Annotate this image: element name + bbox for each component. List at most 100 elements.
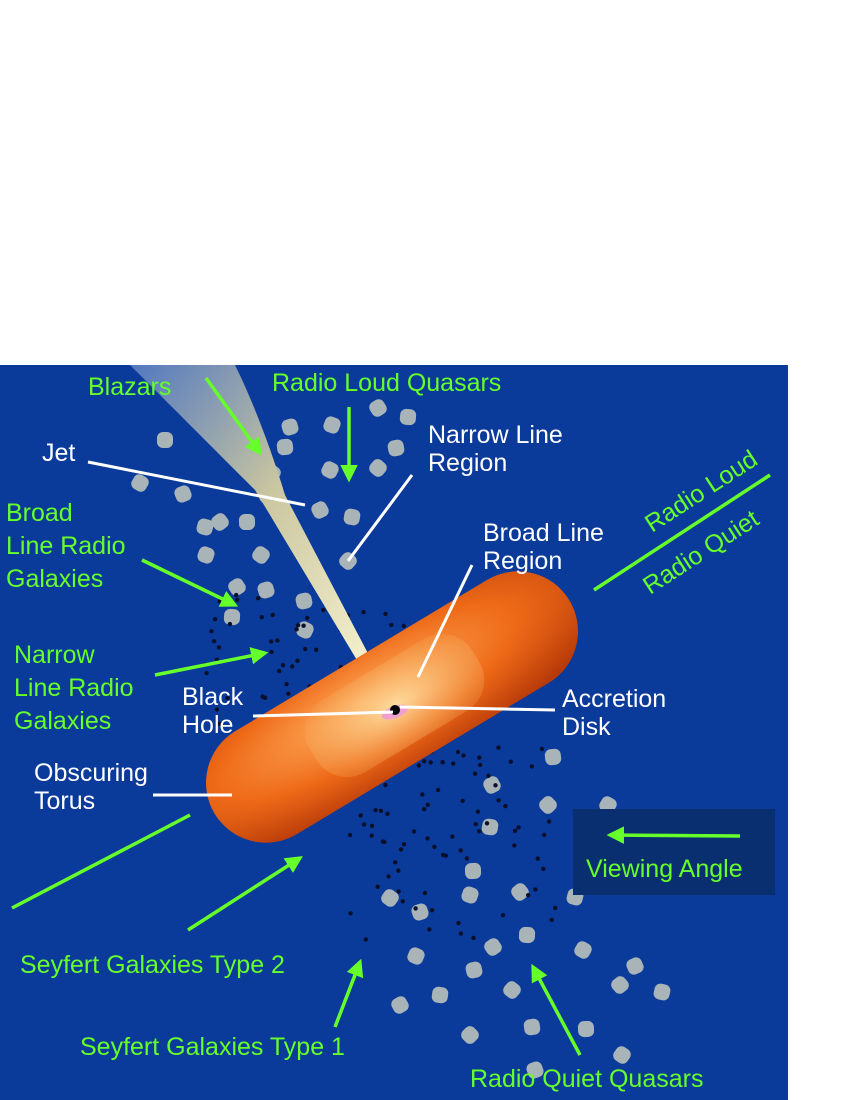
particle-dot: [464, 856, 470, 861]
gas-cloud: [523, 1018, 541, 1036]
particle-dot: [369, 823, 375, 829]
particle-dot: [314, 647, 319, 652]
black-hole-label-line-2: Hole: [182, 711, 233, 739]
black-hole-pointer: [252, 710, 394, 718]
gas-cloud: [174, 485, 192, 503]
particle-dot: [416, 763, 422, 768]
gas-cloud: [407, 947, 425, 965]
particle-dot: [225, 695, 230, 701]
particle-dot: [358, 813, 363, 818]
gas-cloud: [157, 432, 173, 448]
particle-dot: [378, 808, 384, 813]
particle-dot: [477, 762, 483, 768]
particle-dot: [458, 931, 464, 936]
particle-dot: [471, 935, 476, 941]
particle-dot: [512, 828, 518, 833]
particle-dot: [493, 783, 498, 788]
particle-dot: [214, 707, 220, 712]
radio-quiet-quasars-arrow: [531, 963, 582, 1056]
jet-label: Jet: [42, 439, 75, 467]
particle-dot: [512, 843, 517, 848]
particle-dot: [305, 615, 310, 621]
particle-dot: [451, 761, 456, 766]
particle-dot: [217, 721, 222, 726]
particle-dot: [277, 668, 282, 674]
particle-dot: [401, 623, 406, 629]
narrow-line-region-pointer: [346, 474, 414, 562]
gas-cloud: [626, 957, 644, 975]
blazars-arrow: [204, 376, 263, 456]
particle-dot: [361, 609, 366, 615]
particle-dot: [539, 746, 545, 752]
gas-cloud: [511, 883, 529, 901]
gas-cloud: [238, 513, 256, 531]
particle-dot: [553, 905, 558, 911]
particle-dot: [425, 802, 430, 807]
gas-cloud: [503, 981, 521, 999]
particle-dot: [389, 622, 394, 628]
particle-dot: [455, 749, 461, 755]
gas-cloud: [369, 399, 387, 417]
particle-dot: [216, 645, 222, 650]
gas-cloud: [539, 796, 557, 814]
particle-dot: [256, 596, 261, 601]
particle-dot: [383, 611, 388, 617]
gas-cloud: [276, 438, 294, 456]
gas-cloud: [223, 608, 241, 626]
narrow-line-region-label-line-2: Region: [428, 449, 507, 477]
particle-dot: [526, 893, 531, 898]
accretion-disk-pointer: [399, 705, 556, 712]
particle-dot: [398, 847, 404, 852]
particle-dot: [269, 649, 274, 655]
particle-dot: [375, 884, 380, 889]
obscuring-torus-label-line-2: Torus: [34, 787, 95, 815]
seyfert-type-1-arrow: [333, 958, 364, 1028]
particle-dot: [259, 615, 264, 620]
particle-dot: [393, 860, 398, 865]
particle-dot: [460, 798, 465, 803]
radio-quiet-quasars-label: Radio Quiet Quasars: [470, 1065, 703, 1093]
narrow-line-radio-galaxies-label-line-2: Line Radio: [14, 674, 134, 702]
narrow-line-radio-galaxies-arrow: [154, 647, 269, 677]
particle-dot: [432, 844, 437, 850]
particle-dot: [209, 629, 214, 634]
particle-dot: [234, 592, 239, 598]
gas-cloud: [369, 459, 387, 477]
particle-dot: [429, 908, 435, 913]
particle-dot: [440, 760, 445, 765]
broad-line-region-pointer: [416, 564, 474, 678]
particle-dot: [385, 811, 390, 816]
particle-dot: [212, 617, 218, 622]
viewing-angle-box: [573, 809, 775, 895]
particle-dot: [428, 760, 433, 765]
particle-dot: [516, 825, 521, 830]
particle-dot: [400, 899, 405, 904]
particle-dot: [427, 927, 432, 932]
gas-cloud: [399, 408, 417, 426]
seyfert-type-2-line: [11, 813, 191, 910]
particle-dot: [421, 807, 427, 812]
particle-dot: [533, 887, 538, 892]
particle-dot: [269, 639, 274, 644]
particle-dot: [386, 874, 391, 879]
gas-cloud: [343, 508, 361, 526]
gas-cloud: [518, 926, 536, 944]
gas-cloud: [544, 748, 562, 766]
accretion-disk-label-line-2: Disk: [562, 713, 611, 741]
particle-dot: [458, 848, 463, 853]
viewing-angle-arrow: [606, 826, 741, 844]
gas-cloud: [295, 592, 313, 610]
gas-cloud: [461, 1026, 479, 1044]
particle-dot: [472, 771, 478, 776]
particle-dot: [546, 819, 552, 824]
particle-dot: [295, 658, 300, 663]
gas-cloud: [574, 941, 592, 959]
gas-cloud: [296, 621, 314, 639]
narrow-line-radio-galaxies-label-line-1: Narrow: [14, 641, 96, 669]
seyfert-type-2-arrow: [187, 856, 303, 932]
particle-dot: [549, 917, 554, 923]
broad-line-radio-galaxies-arrow: [141, 558, 239, 607]
particle-dot: [450, 834, 455, 839]
gas-cloud: [461, 886, 479, 904]
gas-cloud: [321, 461, 339, 479]
